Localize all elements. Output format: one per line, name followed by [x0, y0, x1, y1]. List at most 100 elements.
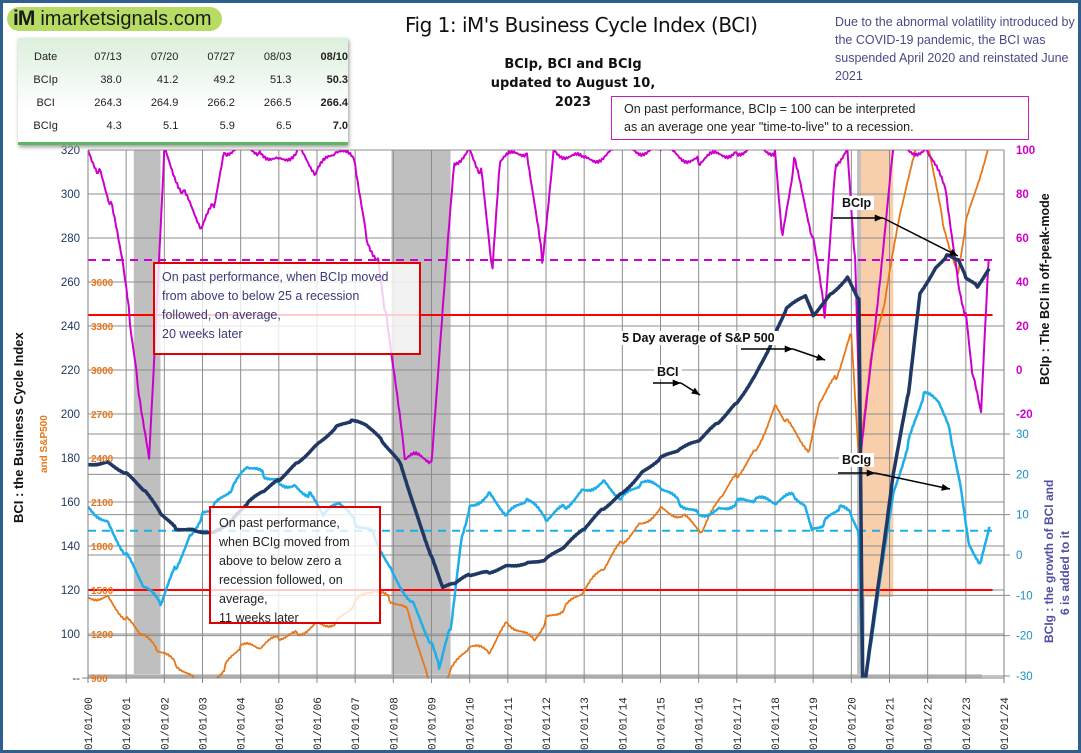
- sp500-tick-label: 1200: [91, 630, 114, 641]
- bcip-tick-label: 0: [1016, 365, 1022, 377]
- sp500-arrow-head: [816, 353, 825, 361]
- x-tick-label: 01/01/14: [618, 697, 630, 750]
- sp500-series-label: 5 Day average of S&P 500: [619, 331, 778, 345]
- sp500-tick-label: 1800: [91, 542, 114, 553]
- row-label: BCI: [36, 96, 55, 109]
- bcip-annotation-box: On past performance, when BCIp moved fro…: [153, 262, 421, 355]
- sp500-tick-label: 2400: [91, 454, 114, 465]
- annotation-line: above to below zero a: [219, 554, 342, 568]
- header-cell: 07/13: [94, 50, 122, 63]
- bcip-series-label: BCIp: [839, 196, 875, 210]
- left-secondary-axis-label: and S&P500: [39, 415, 50, 473]
- header-cell: 08/10: [320, 50, 348, 63]
- cell: 264.3: [94, 96, 122, 109]
- time-to-live-note: On past performance, BCIp = 100 can be i…: [611, 96, 1029, 140]
- x-tick-label: 01/01/02: [160, 697, 172, 750]
- cell: 5.9: [219, 119, 235, 132]
- annotation-line: On past performance, when BCIp moved: [162, 270, 389, 284]
- header-cell: 07/20: [150, 50, 179, 63]
- annotation-line: 20 weeks later: [162, 327, 243, 341]
- bcig-tick-label: 0: [1016, 550, 1022, 562]
- x-tick-label: 01/01/07: [351, 697, 363, 750]
- left-tick-label: 300: [61, 189, 80, 201]
- bcig-arrow: [874, 472, 951, 490]
- x-tick-label: 01/01/22: [924, 697, 936, 750]
- annotation-line: from above to below 25 a recession: [162, 289, 360, 303]
- cell: 266.5: [263, 96, 292, 109]
- bcip-tick-label: 20: [1016, 321, 1029, 333]
- right-top-axis-label: BCIp : The BCI in off-peak-mode: [1038, 193, 1052, 385]
- series-line-bcig: [88, 390, 991, 678]
- x-tick-label: 01/01/09: [428, 697, 440, 750]
- annotation-line: 11 weeks later: [219, 611, 299, 625]
- bci-arrow-head: [691, 387, 700, 395]
- x-tick-label: 01/01/01: [122, 697, 134, 750]
- bcip-arrow-tail-head: [874, 214, 883, 222]
- cell: 41.2: [156, 73, 179, 86]
- axes: [82, 150, 1005, 683]
- x-tick-label: 01/01/21: [886, 697, 898, 750]
- left-tick-label: 180: [61, 453, 80, 465]
- x-tick-label: 01/01/18: [771, 697, 783, 750]
- cell: 5.1: [163, 119, 179, 132]
- bcip-tick-label: -20: [1016, 409, 1033, 421]
- table-row: BCI 264.3 264.9 266.2 266.5 266.4: [26, 91, 348, 114]
- cell: 4.3: [106, 119, 122, 132]
- row-label: BCIp: [33, 73, 58, 86]
- left-tick-label: 240: [61, 321, 80, 333]
- bcig-tick-label: -10: [1016, 590, 1033, 602]
- cell: 50.3: [326, 73, 348, 86]
- right-bottom-axis-label-2: 6 is added to it: [1058, 530, 1072, 615]
- left-tick-label: 160: [61, 497, 80, 509]
- x-tick-label: 01/01/12: [542, 697, 554, 750]
- bcig-arrow-tail-head: [866, 469, 875, 477]
- header-cell: 08/03: [263, 50, 292, 63]
- x-tick-label: 01/01/13: [580, 697, 592, 750]
- left-tick-label: 220: [61, 365, 80, 377]
- x-tick-label: 01/01/17: [733, 697, 745, 750]
- bci-arrow-tail-head: [672, 379, 681, 387]
- x-tick-label: 01/01/19: [809, 697, 821, 750]
- annotation-line: followed, on average,: [162, 308, 281, 322]
- row-label: BCIg: [33, 119, 58, 132]
- bcig-tick-label: -20: [1016, 631, 1033, 643]
- series-line-s-p-500-5-day-avg: [88, 150, 989, 678]
- series-line-bcip: [88, 150, 990, 465]
- bcip-tick-label: 80: [1016, 189, 1029, 201]
- cell: 38.0: [100, 73, 122, 86]
- sp500-tick-label: 3300: [91, 322, 114, 333]
- right-bottom-axis-label-1: BCIg : the growth of BCI and: [1042, 479, 1056, 643]
- bcip-arrow: [882, 217, 959, 257]
- site-logo[interactable]: iM imarketsignals.com: [7, 7, 222, 31]
- sp500-tick-label: 1500: [91, 586, 114, 597]
- note-line: as an average one year "time-to-live" to…: [624, 120, 914, 134]
- annotation-line: recession followed, on: [219, 573, 343, 587]
- left-tick-label: 320: [61, 145, 80, 157]
- bcig-tick-label: -30: [1016, 671, 1033, 683]
- annotation-line: On past performance,: [219, 516, 340, 530]
- bcig-series-label: BCIg: [839, 453, 875, 467]
- x-tick-label: 01/01/15: [657, 697, 669, 750]
- sp500-tick-label: 3600: [91, 278, 114, 289]
- bcip-tick-label: 100: [1016, 145, 1035, 157]
- x-tick-label: 01/01/23: [962, 697, 974, 750]
- cell: 264.9: [150, 96, 179, 109]
- cell: 6.5: [276, 119, 292, 132]
- logo-text: imarketsignals.com: [40, 7, 212, 30]
- subtitle-line: updated to August 10, 2023: [490, 76, 656, 110]
- summary-table: Date 07/13 07/20 07/27 08/03 08/10 BCIp …: [18, 38, 348, 145]
- covid-note: Due to the abnormal volatility introduce…: [835, 15, 1075, 83]
- table-row: BCIp 38.0 41.2 49.2 51.3 50.3: [26, 68, 348, 91]
- left-tick-label: --: [72, 673, 80, 685]
- x-tick-label: 01/01/10: [466, 697, 478, 750]
- bcip-arrow-head: [949, 249, 958, 256]
- bcig-arrow-head: [941, 483, 950, 491]
- sp500-tick-label: 2100: [91, 498, 114, 509]
- chart-subtitle: BCIp, BCI and BCIg updated to August 10,…: [473, 55, 673, 112]
- bci-series-label: BCI: [654, 365, 682, 379]
- left-tick-label: 100: [61, 629, 80, 641]
- bcip-tick-label: 60: [1016, 233, 1029, 245]
- cell: 266.2: [207, 96, 235, 109]
